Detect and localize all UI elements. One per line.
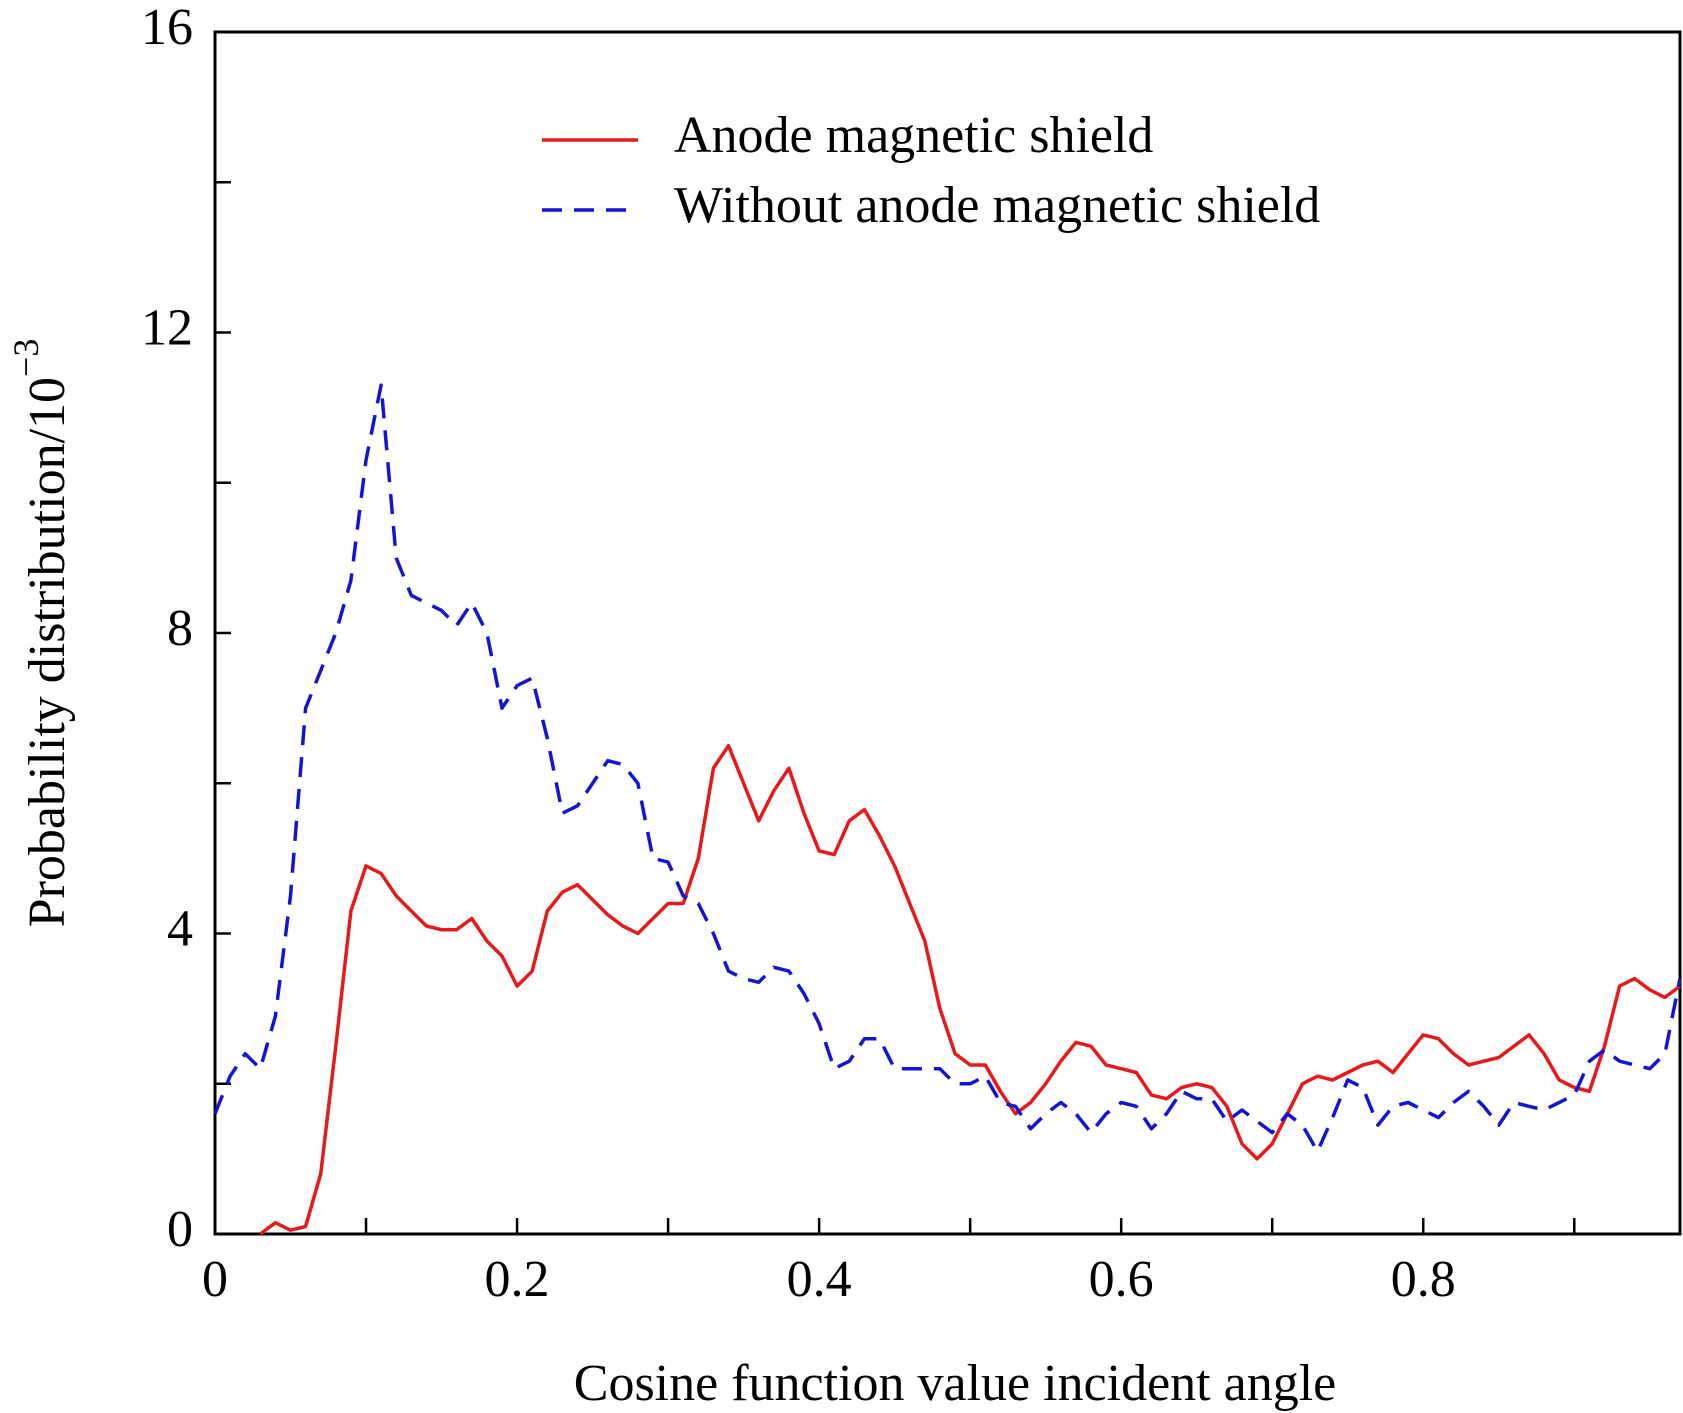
x-tick-label: 0.4 [787,1251,852,1308]
y-tick-label: 16 [141,0,193,56]
series-line [213,383,1682,1154]
x-tick-label: 0 [202,1251,228,1308]
legend-label: Without anode magnetic shield [674,177,1320,234]
x-tick-label: 0.8 [1391,1251,1456,1308]
y-axis-label-exponent: −3 [6,339,46,377]
y-tick-label: 12 [141,299,193,356]
legend-label: Anode magnetic shield [674,107,1153,164]
x-tick-label: 0.6 [1089,1251,1154,1308]
y-tick-label: 4 [167,900,193,957]
series-line [259,743,1682,1236]
x-tick-label: 0.2 [485,1251,550,1308]
y-tick-label: 0 [167,1201,193,1258]
y-axis-label: Probability distribution/10−3 [6,339,76,928]
y-tick-label: 8 [167,600,193,657]
y-axis-label-text: Probability distribution/10 [19,377,76,927]
x-axis-label: Cosine function value incident angle [574,1355,1336,1412]
